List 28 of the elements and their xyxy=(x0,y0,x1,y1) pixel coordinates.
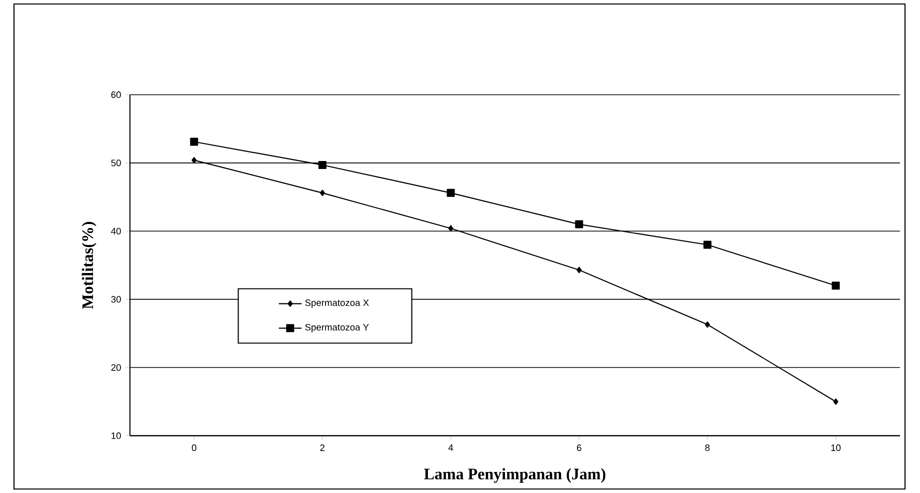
point xyxy=(832,282,840,290)
x-tick-label: 2 xyxy=(320,444,325,451)
point xyxy=(446,188,455,197)
x-tick-label: 0 xyxy=(192,444,196,452)
y-tick-label: 10 xyxy=(112,432,121,440)
point xyxy=(575,220,584,228)
x-tick-label: 8 xyxy=(705,444,710,452)
point xyxy=(703,240,712,249)
point xyxy=(448,225,454,232)
x-axis-title: Lama Penyimpanan (Jam) xyxy=(424,468,606,483)
point xyxy=(704,321,710,328)
point xyxy=(190,138,198,146)
y-tick-label: 20 xyxy=(111,364,121,371)
point xyxy=(192,156,197,164)
x-tick-label: 10 xyxy=(831,444,841,452)
point xyxy=(833,398,838,405)
y-tick-label: 60 xyxy=(111,91,121,98)
legend-label: Spermatozoa X xyxy=(305,299,369,308)
y-axis-title: Motilitas(%) xyxy=(82,222,96,309)
legend-label: Spermatozoa Y xyxy=(305,324,369,332)
y-tick-label: 50 xyxy=(111,160,121,166)
x-tick-label: 4 xyxy=(448,444,454,451)
point xyxy=(576,266,582,274)
x-tick-label: 6 xyxy=(576,444,582,452)
y-tick-label: 40 xyxy=(111,228,121,234)
y-tick-label: 30 xyxy=(111,296,121,303)
point xyxy=(320,190,325,196)
point xyxy=(318,160,326,169)
